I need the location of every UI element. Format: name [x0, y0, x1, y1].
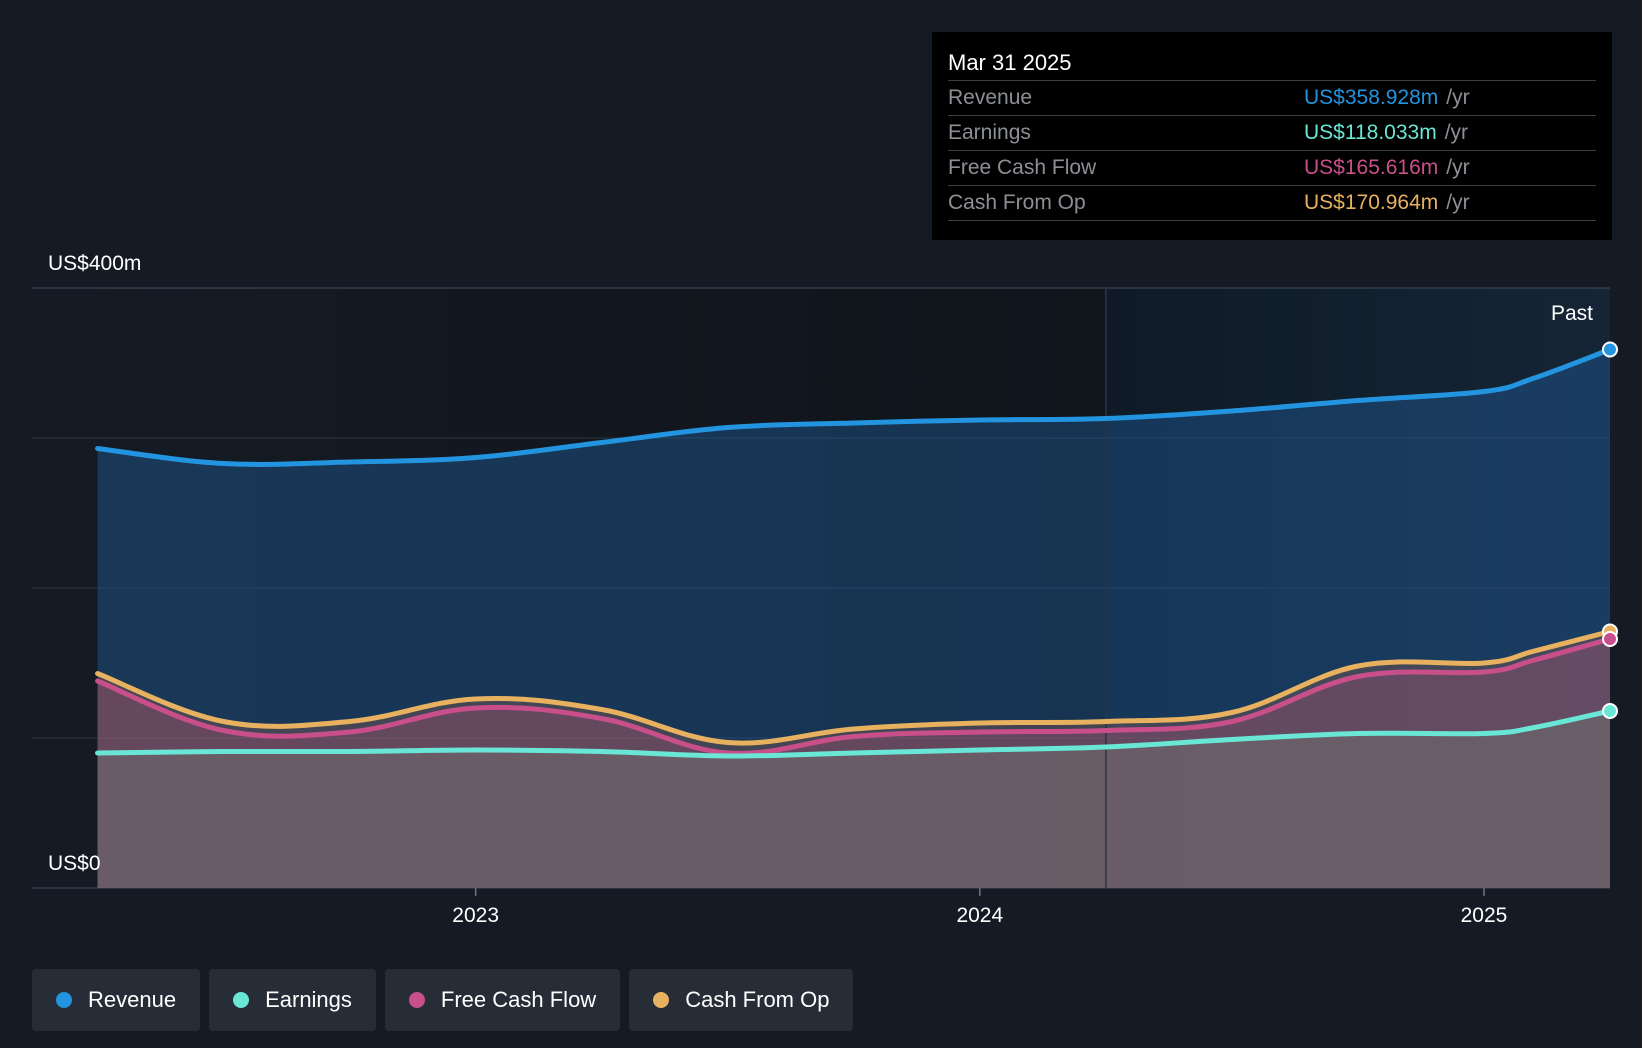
tooltip-value: US$118.033m: [1304, 121, 1437, 144]
series-lines: [95, 347, 1613, 759]
line-cash-from-op: [95, 629, 1613, 746]
legend-label: Revenue: [88, 987, 177, 1012]
series-end-dots: [1602, 341, 1618, 719]
legend-item-earnings[interactable]: Earnings: [209, 969, 376, 1031]
x-axis: 2023 2024 2025: [452, 888, 1507, 927]
end-dot-revenue: [1602, 341, 1618, 358]
tooltip-row-revenue: Revenue US$358.928m /yr: [948, 81, 1596, 116]
legend-item-cash-from-op[interactable]: Cash From Op: [629, 969, 854, 1031]
tooltip-label: Free Cash Flow: [948, 156, 1097, 179]
tooltip-unit: /yr: [1446, 86, 1470, 109]
tooltip-unit: /yr: [1446, 191, 1470, 214]
y-axis-bottom-label: US$0: [48, 852, 101, 875]
line-revenue: [95, 347, 1613, 467]
legend: Revenue Earnings Free Cash Flow Cash Fro…: [32, 969, 854, 1031]
x-tick-label: 2025: [1461, 904, 1508, 927]
tooltip-unit: /yr: [1444, 121, 1469, 144]
legend-label: Free Cash Flow: [440, 987, 597, 1012]
legend-label: Cash From Op: [685, 987, 830, 1012]
legend-dot-icon: [653, 992, 670, 1008]
end-dot-earnings: [1602, 703, 1618, 719]
tooltip-value: US$165.616m: [1304, 156, 1439, 179]
tooltip-row-free-cash-flow: Free Cash Flow US$165.616m /yr: [948, 151, 1596, 186]
tooltip-date: Mar 31 2025: [948, 46, 1596, 81]
area-earnings: [97, 711, 1611, 888]
x-tick-label: 2024: [956, 904, 1003, 927]
legend-dot-icon: [56, 992, 72, 1008]
tooltip-row-cash-from-op: Cash From Op US$170.964m /yr: [948, 186, 1596, 221]
line-earnings: [95, 708, 1613, 759]
tooltip: Mar 31 2025 Revenue US$358.928m /yr Earn…: [932, 32, 1612, 240]
tooltip-label: Revenue: [948, 86, 1033, 109]
tooltip-label: Earnings: [948, 121, 1031, 144]
end-dot-free-cash-flow: [1602, 631, 1618, 647]
line-free-cash-flow: [95, 636, 1613, 756]
tooltip-value: US$358.928m: [1304, 86, 1439, 109]
legend-dot-icon: [233, 992, 250, 1008]
tooltip-unit: /yr: [1446, 156, 1470, 179]
past-label: Past: [1551, 302, 1593, 325]
x-tick-label: 2023: [452, 904, 499, 927]
tooltip-label: Cash From Op: [948, 191, 1086, 214]
legend-item-revenue[interactable]: Revenue: [32, 969, 201, 1031]
y-axis-top-label: US$400m: [48, 252, 142, 275]
legend-label: Earnings: [265, 987, 352, 1012]
tooltip-row-earnings: Earnings US$118.033m /yr: [948, 116, 1596, 151]
tooltip-value: US$170.964m: [1304, 191, 1439, 214]
series-areas: [97, 349, 1611, 888]
legend-dot-icon: [408, 992, 425, 1008]
legend-item-free-cash-flow[interactable]: Free Cash Flow: [384, 969, 621, 1031]
